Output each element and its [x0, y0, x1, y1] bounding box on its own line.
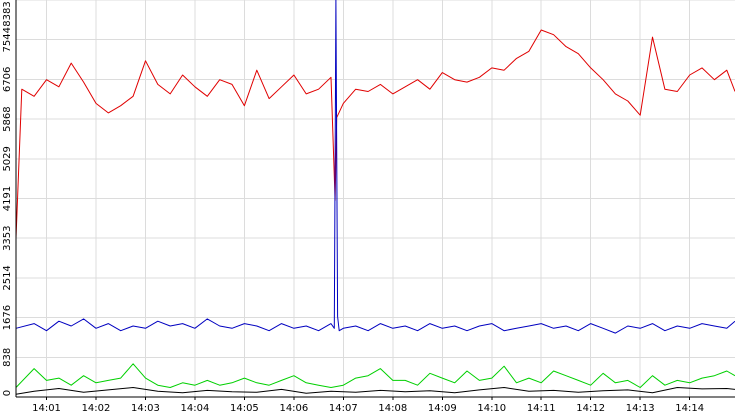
- x-tick-label: 14:06: [279, 403, 308, 414]
- x-tick-label: 14:02: [82, 403, 111, 414]
- y-tick-label: 838: [2, 348, 13, 367]
- grid-layer: [16, 0, 735, 398]
- y-tick-label: 3353: [2, 225, 13, 250]
- x-tick-label: 14:05: [230, 403, 259, 414]
- x-tick-label: 14:01: [32, 403, 61, 414]
- x-tick-label: 14:04: [181, 403, 210, 414]
- y-tick-label: 7544: [2, 27, 13, 52]
- x-tick-label: 14:10: [477, 403, 506, 414]
- y-tick-label: 5029: [2, 146, 13, 171]
- series-layer: [15, 0, 735, 395]
- x-tick-label: 14:13: [626, 403, 655, 414]
- x-tick-label: 14:12: [576, 403, 605, 414]
- x-tick-label: 14:07: [329, 403, 358, 414]
- x-tick-label: 14:14: [675, 403, 704, 414]
- y-tick-label: 0: [2, 390, 13, 396]
- series-line-4: [15, 387, 735, 395]
- axis-layer: [15, 0, 735, 400]
- y-tick-label: 5868: [2, 106, 13, 131]
- series-line-2: [15, 0, 735, 334]
- x-tick-label: 14:11: [527, 403, 556, 414]
- y-tick-label: 1676: [2, 305, 13, 330]
- x-tick-label: 14:03: [131, 403, 160, 414]
- x-tick-label: 14:09: [428, 403, 457, 414]
- series-line-1: [15, 29, 735, 239]
- y-tick-label: 4191: [2, 186, 13, 211]
- x-tick-label: 14:08: [378, 403, 407, 414]
- label-layer: 0 838 1676 2514 3353 4191 5029 5868 6706 75448383…: [2, 1, 704, 414]
- y-tick-label: 8383: [2, 1, 13, 26]
- y-tick-label: 2514: [2, 265, 13, 290]
- y-tick-label: 6706: [2, 67, 13, 92]
- series-line-3: [15, 363, 735, 388]
